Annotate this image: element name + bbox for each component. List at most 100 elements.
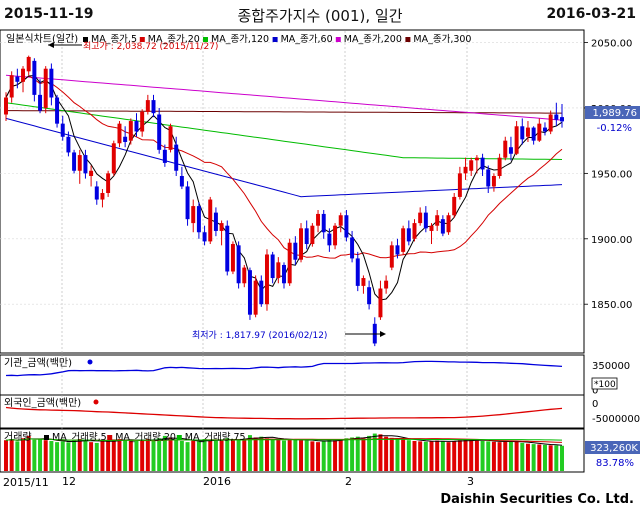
candle: [230, 241, 235, 275]
volume-bar: [43, 440, 48, 471]
start-date: 2015-11-19: [4, 6, 94, 22]
foreigner-legend-dot: [93, 399, 99, 405]
volume-legend-label: MA_거래량,75: [185, 431, 246, 443]
volume-bar: [185, 442, 190, 471]
candle: [253, 275, 258, 318]
candle: [270, 251, 275, 284]
candle: [72, 149, 77, 174]
candle: [247, 267, 252, 320]
volume-bar: [344, 438, 349, 471]
volume-bar: [321, 440, 326, 471]
volume-bar: [9, 439, 14, 471]
volume-bar: [361, 438, 366, 471]
candle: [202, 225, 207, 246]
volume-bar: [128, 440, 133, 471]
candle: [276, 257, 281, 284]
volume-bar: [242, 439, 247, 471]
candle: [134, 113, 139, 137]
candle: [423, 206, 428, 233]
x-tick-label: 3: [467, 475, 474, 488]
candle: [128, 118, 133, 145]
volume-bar: [497, 442, 502, 471]
candle: [333, 223, 338, 250]
candle: [310, 223, 315, 247]
candle: [168, 123, 173, 153]
volume-bar: [202, 439, 207, 471]
volume-legend-swatch: [107, 435, 113, 440]
high-label: 최고가 : 2,038.72 (2015/11/27): [83, 41, 218, 52]
current-price-change: -0.12%: [597, 123, 632, 134]
legend-swatch: [139, 37, 145, 42]
institution-legend-dot: [87, 359, 93, 365]
volume-bar: [520, 442, 525, 471]
candle: [111, 140, 116, 176]
candle: [548, 110, 553, 135]
candle: [43, 66, 48, 114]
candle: [537, 118, 542, 142]
volume-bar: [531, 444, 536, 471]
candle: [469, 157, 474, 176]
price-panel: [0, 29, 585, 354]
volume-bar: [316, 442, 321, 471]
chart-title: 종합주가지수 (001), 일간: [237, 7, 403, 25]
unit-box-label: *100: [594, 380, 616, 390]
institution-y-label: 0: [592, 386, 598, 397]
volume-bar: [554, 445, 559, 471]
candle: [503, 136, 508, 161]
volume-bar: [106, 440, 111, 471]
high-annotation: 최고가 : 2,038.72 (2015/11/27): [48, 41, 218, 52]
candle: [145, 94, 150, 115]
volume-bar: [440, 440, 445, 471]
volume-bar: [389, 437, 394, 471]
current-volume-bg: [585, 441, 640, 454]
candle: [418, 207, 423, 226]
candle: [15, 68, 20, 89]
volume-bar: [83, 439, 88, 471]
volume-bar: [491, 441, 496, 471]
candle: [259, 275, 264, 307]
candle: [401, 225, 406, 255]
volume-bar: [168, 437, 173, 471]
legend-swatch: [272, 37, 278, 42]
candle: [389, 241, 394, 271]
legend-label: MA_종가,120: [211, 34, 269, 45]
volume-bar: [429, 441, 434, 471]
volume-bar: [15, 441, 20, 471]
candle: [446, 212, 451, 235]
volume-bar: [542, 444, 547, 471]
volume-bar: [191, 440, 196, 471]
candle: [196, 202, 201, 239]
candle: [542, 122, 547, 136]
volume-bar: [508, 440, 513, 471]
volume-bar: [111, 439, 116, 471]
candle: [151, 94, 156, 118]
candle: [497, 153, 502, 179]
volume-bar: [38, 439, 43, 471]
candle: [395, 238, 400, 259]
candle: [355, 251, 360, 292]
candle: [157, 107, 162, 154]
volume-bar: [157, 438, 162, 471]
volume-bar: [299, 440, 304, 471]
candle: [225, 220, 230, 276]
volume-bar: [21, 438, 26, 471]
foreigner-line: [5, 406, 563, 420]
volume-title: 거래량: [4, 431, 32, 443]
price-y-label: 1850.00: [591, 300, 632, 311]
candle: [531, 126, 536, 145]
price-panel-title: 일본식차트(일간): [6, 33, 78, 45]
candle: [140, 109, 145, 137]
candle: [55, 94, 60, 128]
candle: [384, 275, 389, 294]
legend-label: MA_종가,60: [281, 34, 333, 45]
candle: [4, 92, 8, 122]
volume-bar: [338, 439, 343, 471]
candle: [191, 199, 196, 233]
volume-moving-averages: [5, 435, 563, 446]
volume-bar: [264, 438, 269, 471]
candle: [77, 149, 82, 184]
low-label: 최저가 : 1,817.97 (2016/02/12): [192, 330, 327, 341]
gridlines: [0, 31, 584, 472]
